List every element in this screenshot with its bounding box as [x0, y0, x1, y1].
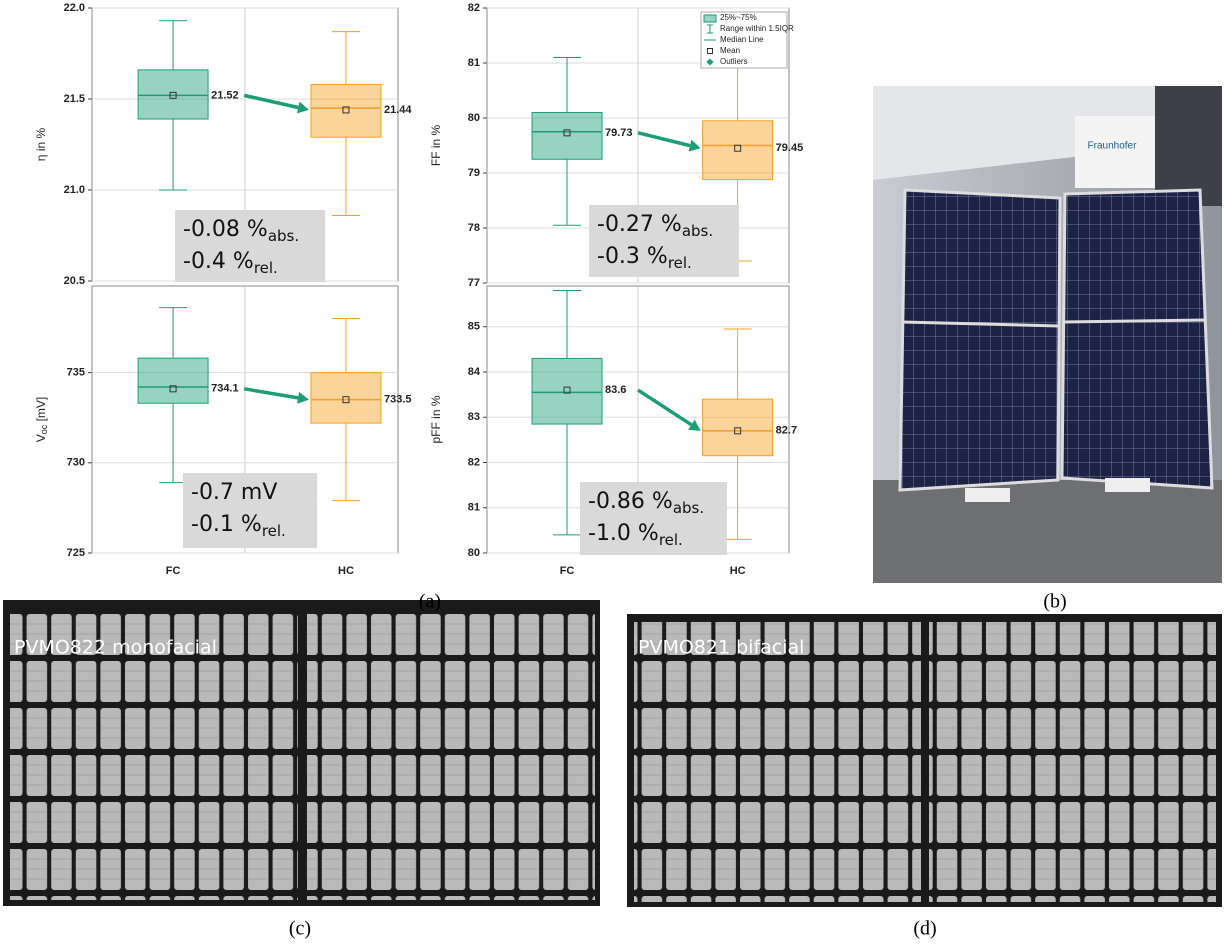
mean-label: 21.52: [211, 89, 239, 101]
solar-module: [1062, 190, 1212, 488]
text-part: -0.86 %: [588, 489, 673, 514]
y-tick-label: 79: [468, 167, 480, 179]
text-part: abs.: [673, 499, 704, 517]
mean-label: 733.5: [384, 394, 412, 406]
el-cells: [307, 608, 595, 900]
mean-label: 83.6: [605, 384, 626, 396]
y-tick-label: 21.5: [64, 93, 85, 105]
y-tick-label: 22.0: [64, 2, 85, 14]
text-part: η in %: [34, 127, 48, 161]
text-part: pFF in %: [429, 395, 443, 443]
text-part: abs.: [268, 227, 299, 245]
caption: (c): [289, 918, 311, 940]
figure: Fraunhofer PVMO822 monofacial PVMO821 bi…: [0, 0, 1225, 947]
y-tick-label: 81: [468, 502, 480, 514]
legend-label: 25%~75%: [720, 13, 757, 22]
el-cells: [929, 622, 1216, 902]
y-tick-label: 80: [468, 547, 480, 559]
ground: [873, 480, 1222, 583]
stand: [1105, 478, 1150, 492]
x-tick-label: FC: [166, 565, 181, 577]
y-axis-label: pFF in %: [429, 395, 443, 443]
text-part: oc: [39, 424, 49, 434]
caption: (a): [419, 591, 441, 613]
box: [138, 70, 208, 119]
annotation: -0.7 mV: [191, 480, 277, 505]
x-tick-label: HC: [338, 565, 354, 577]
text-part: -0.3 %: [597, 244, 668, 269]
y-tick-label: 82: [468, 456, 480, 468]
box: [311, 373, 381, 424]
el-image: PVMO821 bifacial: [627, 614, 1222, 907]
y-tick-label: 730: [67, 457, 85, 469]
text-part: rel.: [668, 254, 692, 272]
text-part: -0.7 mV: [191, 480, 277, 505]
y-axis-label: Voc [mV]: [34, 397, 49, 443]
stand: [965, 488, 1010, 502]
mean-label: 21.44: [384, 104, 412, 116]
y-tick-label: 83: [468, 411, 480, 423]
box: [703, 121, 773, 180]
y-tick-label: 80: [468, 112, 480, 124]
caption: (d): [913, 918, 936, 940]
y-tick-label: 84: [468, 366, 481, 378]
x-tick-label: FC: [560, 565, 575, 577]
mean-label: 79.73: [605, 127, 633, 139]
text-part: V: [34, 434, 48, 442]
page: {"chart_data": [ {"type": "box", "ylabel…: [0, 0, 1225, 947]
y-tick-label: 82: [468, 2, 480, 14]
el-image: PVMO822 monofacial: [3, 600, 600, 906]
text-part: abs.: [682, 222, 713, 240]
y-tick-label: 20.5: [64, 275, 85, 287]
y-tick-label: 735: [67, 367, 85, 379]
el-label: PVMO822 monofacial: [14, 637, 217, 659]
mean-label: 734.1: [211, 383, 239, 395]
text-part: -0.08 %: [183, 217, 268, 242]
legend-label: Range within 1.5IQR: [720, 24, 794, 33]
y-axis-label: η in %: [34, 127, 48, 161]
legend-label: Outliers: [720, 57, 748, 66]
legend-symbol: [704, 15, 716, 22]
box: [138, 358, 208, 403]
y-tick-label: 78: [468, 222, 480, 234]
text-part: rel.: [659, 531, 683, 549]
mean-label: 79.45: [776, 142, 804, 154]
text-part: -1.0 %: [588, 521, 659, 546]
el-cells: [634, 622, 921, 902]
text-part: -0.27 %: [597, 212, 682, 237]
legend-label: Mean: [720, 46, 740, 55]
box: [311, 84, 381, 137]
text-part: FF in %: [429, 125, 443, 167]
mean-label: 82.7: [776, 425, 797, 437]
y-tick-label: 21.0: [64, 184, 85, 196]
sign-text: Fraunhofer: [1088, 141, 1138, 152]
el-label: PVMO821 bifacial: [638, 637, 804, 659]
y-tick-label: 725: [67, 547, 85, 559]
text-part: rel.: [254, 259, 278, 277]
text-part: -0.4 %: [183, 249, 254, 274]
sign: [1075, 116, 1155, 188]
y-tick-label: 81: [468, 57, 480, 69]
window: [1155, 86, 1222, 206]
y-axis-label: FF in %: [429, 125, 443, 167]
module-seam: [1063, 320, 1206, 322]
text-part: [mV]: [34, 397, 48, 425]
photo: Fraunhofer: [873, 86, 1222, 583]
y-tick-label: 77: [468, 277, 480, 289]
box: [532, 358, 602, 424]
x-tick-label: HC: [730, 565, 746, 577]
caption: (b): [1043, 591, 1066, 613]
legend-label: Median Line: [720, 35, 764, 44]
text-part: rel.: [262, 522, 286, 540]
text-part: -0.1 %: [191, 512, 262, 537]
solar-module: [900, 190, 1060, 490]
y-tick-label: 85: [468, 321, 480, 333]
